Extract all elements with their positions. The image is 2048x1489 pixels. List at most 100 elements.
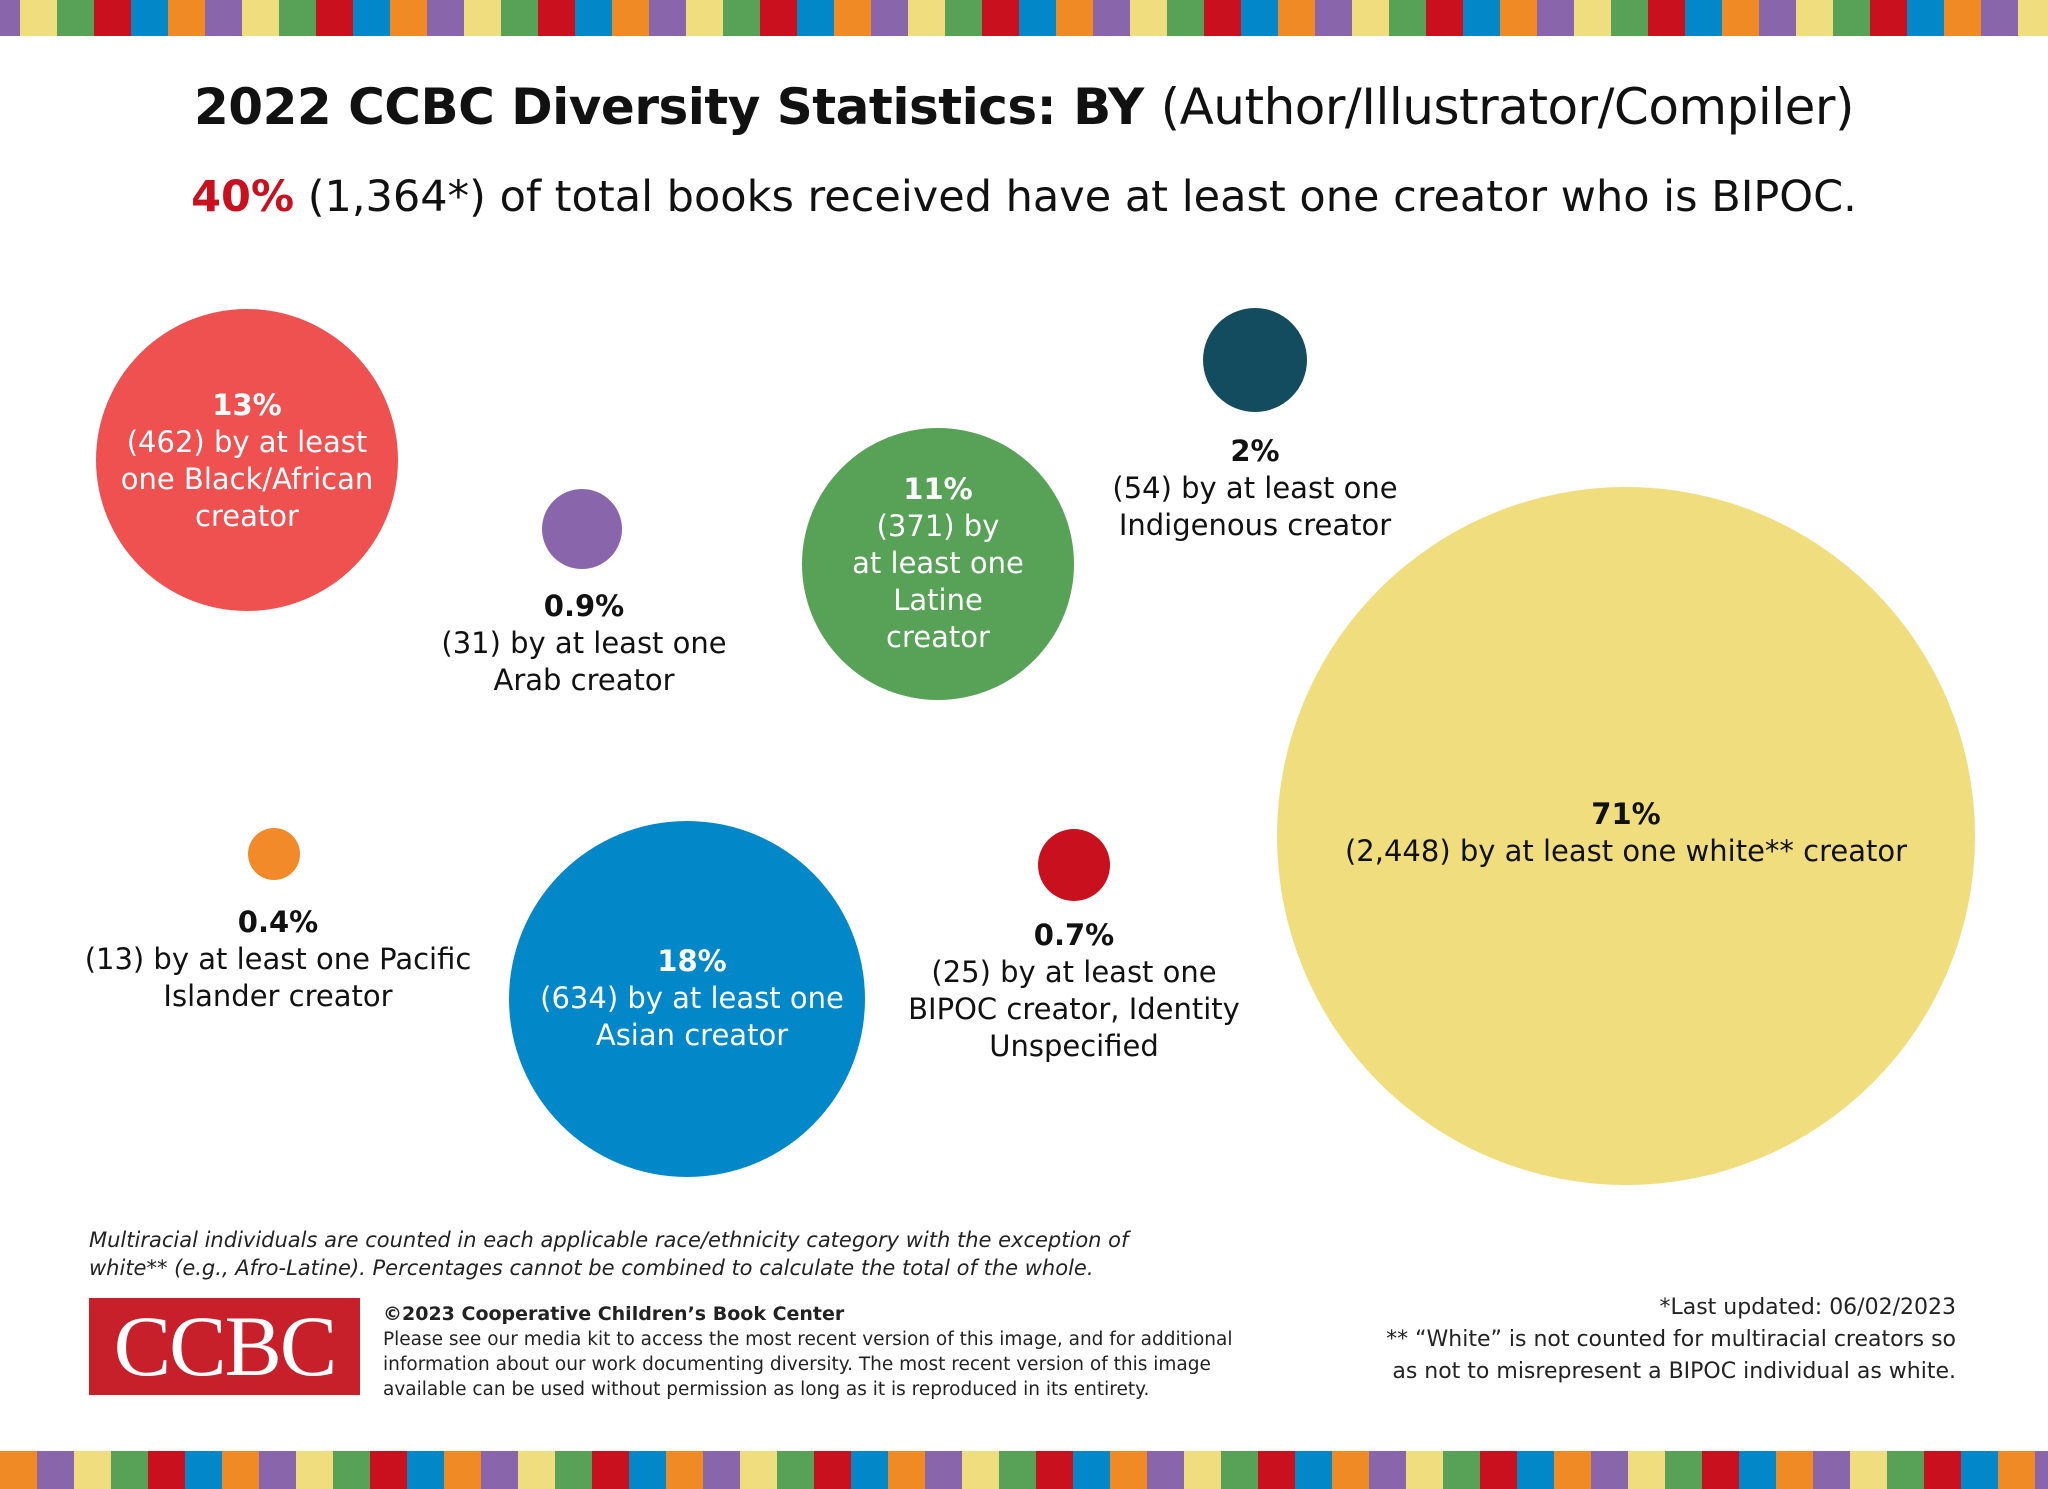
stripe <box>1517 1451 1554 1489</box>
stripe <box>316 0 353 36</box>
bubble-label-line: Latine <box>893 583 983 617</box>
subtitle: 40% (1,364*) of total books received hav… <box>191 172 1857 222</box>
stripe <box>1036 1451 1073 1489</box>
stripe <box>1685 0 1722 36</box>
stripe <box>1130 0 1167 36</box>
bubble-label: 0.7% (25) by at least one BIPOC creator, I… <box>908 917 1240 1065</box>
stripe <box>1870 0 1907 36</box>
bubble-percent: 0.7% <box>1033 918 1115 952</box>
stripe <box>1796 0 1833 36</box>
stripe <box>279 0 316 36</box>
stripe <box>1887 1451 1924 1489</box>
stripe <box>464 0 501 36</box>
stripe <box>871 0 908 36</box>
bubble <box>802 428 1074 700</box>
stripe <box>1204 0 1241 36</box>
stripe <box>1961 1451 1998 1489</box>
bubble-label-line: (31) by at least one <box>441 626 727 660</box>
top-color-stripe <box>0 0 2048 36</box>
stripe <box>592 1451 629 1489</box>
stripe <box>1184 1451 1221 1489</box>
stripe <box>538 0 575 36</box>
stripe <box>1258 1451 1295 1489</box>
bubble-percent: 0.9% <box>543 589 625 623</box>
stripe <box>0 1451 37 1489</box>
stripe <box>185 1451 222 1489</box>
bubble <box>1277 487 1975 1185</box>
stripe <box>555 1451 592 1489</box>
stripe <box>427 0 464 36</box>
bubble-label-line: (634) by at least one <box>540 981 844 1015</box>
stripe <box>1722 0 1759 36</box>
bubble-label: 2% (54) by at least one Indigenous creator <box>1112 433 1397 544</box>
stripe <box>1167 0 1204 36</box>
stripe <box>982 0 1019 36</box>
bubble-label-line: creator <box>195 499 299 533</box>
stripe <box>1554 1451 1591 1489</box>
bubble-label-line: Unspecified <box>989 1029 1159 1063</box>
bubble <box>96 309 398 611</box>
bubble <box>1203 308 1307 412</box>
stripe <box>1591 1451 1628 1489</box>
stripe <box>444 1451 481 1489</box>
bubble-label-line: (2,448) by at least one white** creator <box>1344 834 1908 868</box>
last-updated: *Last updated: 06/02/2023 <box>1659 1295 1956 1320</box>
stripe <box>723 0 760 36</box>
bubble-label: 13% (462) by at least one Black/African cre… <box>121 387 374 535</box>
stripe <box>945 0 982 36</box>
stripe <box>575 0 612 36</box>
bubble-label-line: (371) by <box>876 509 1000 543</box>
footnotes: *Last updated: 06/02/2023 ** “White” is … <box>1386 1292 1956 1388</box>
stripe <box>242 0 279 36</box>
stripe <box>1093 0 1130 36</box>
stripe <box>1463 0 1500 36</box>
bubble-label-line: BIPOC creator, Identity <box>908 992 1240 1026</box>
stripe <box>222 1451 259 1489</box>
stripe <box>1426 0 1463 36</box>
stripe <box>1480 1451 1517 1489</box>
stripe <box>888 1451 925 1489</box>
stripe <box>1369 1451 1406 1489</box>
stripe <box>1241 0 1278 36</box>
bubble-percent: 2% <box>1230 434 1280 468</box>
stripe <box>1073 1451 1110 1489</box>
bubble-label-line: one Black/African <box>120 462 374 496</box>
stripe <box>740 1451 777 1489</box>
stripe <box>111 1451 148 1489</box>
stripe <box>1998 1451 2035 1489</box>
stripe <box>501 0 538 36</box>
stripe <box>1315 0 1352 36</box>
stripe <box>1611 0 1648 36</box>
bottom-color-stripe <box>0 1451 2048 1489</box>
stripe <box>2018 0 2048 36</box>
stripe <box>908 0 945 36</box>
stripe <box>148 1451 185 1489</box>
stripe <box>481 1451 518 1489</box>
stripe <box>1648 0 1685 36</box>
stripe <box>666 1451 703 1489</box>
stripe <box>205 0 242 36</box>
bubble-label-line: creator <box>886 620 990 654</box>
stripe <box>370 1451 407 1489</box>
ccbc-logo: CCBC <box>89 1298 360 1395</box>
stripe <box>1574 0 1611 36</box>
stripe <box>407 1451 444 1489</box>
bubble-label-line: (462) by at least <box>126 425 368 459</box>
bubble-label: 0.4% (13) by at least one Pacific Islander… <box>85 904 472 1015</box>
stripe <box>629 1451 666 1489</box>
stripe <box>131 0 168 36</box>
stripe <box>1944 0 1981 36</box>
stripe <box>760 0 797 36</box>
bubble-label: 71% (2,448) by at least one white** creat… <box>1345 796 1907 870</box>
stripe <box>1295 1451 1332 1489</box>
bubble-label: 18% (634) by at least one Asian creator <box>540 943 844 1054</box>
stripe <box>1850 1451 1887 1489</box>
stripe <box>1981 0 2018 36</box>
stripe <box>353 0 390 36</box>
stripe <box>1389 0 1426 36</box>
stripe <box>612 0 649 36</box>
stripe <box>1147 1451 1184 1489</box>
stripe <box>37 1451 74 1489</box>
stripe <box>1813 1451 1850 1489</box>
stripe <box>1443 1451 1480 1489</box>
